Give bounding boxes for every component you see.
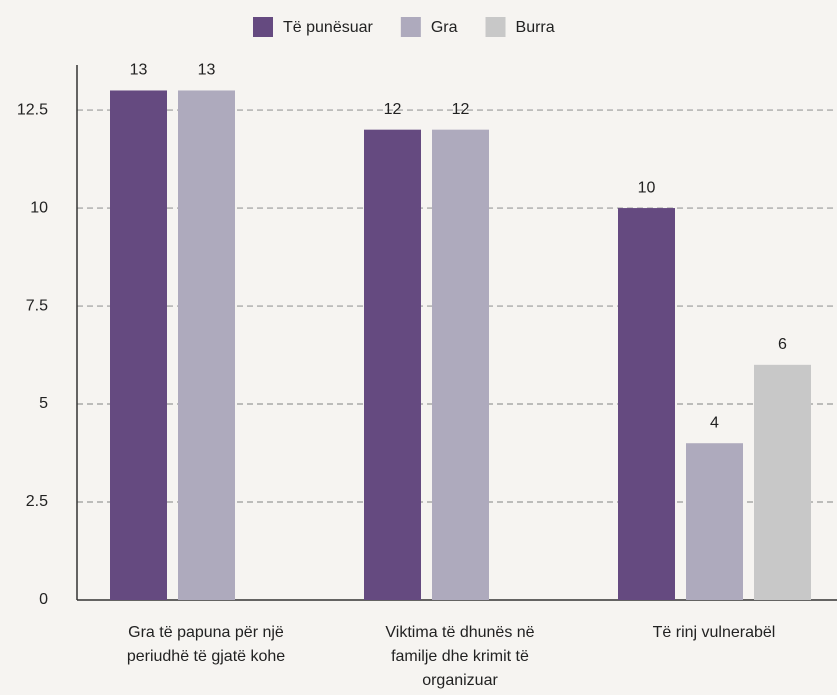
value-label: 6 xyxy=(778,336,787,353)
bar xyxy=(754,364,811,600)
value-label: 10 xyxy=(638,179,656,196)
value-label: 13 xyxy=(198,62,216,79)
y-tick-label: 2.5 xyxy=(26,493,48,510)
bar xyxy=(364,129,421,600)
y-tick-label: 5 xyxy=(39,395,48,412)
y-tick-label: 7.5 xyxy=(26,297,48,314)
y-tick-label: 0 xyxy=(39,591,48,608)
value-label: 4 xyxy=(710,414,719,431)
x-tick-label: Gra të papuna për një periudhë të gjatë k… xyxy=(127,624,285,665)
bar xyxy=(686,443,743,600)
x-tick-label: Viktima të dhunës në familje dhe krimit t… xyxy=(385,624,534,689)
legend-label: Gra xyxy=(431,19,458,36)
bar xyxy=(110,90,167,600)
value-label: 13 xyxy=(130,62,148,79)
value-label: 12 xyxy=(452,101,470,118)
legend-label: Të punësuar xyxy=(283,19,374,36)
legend-label: Burra xyxy=(516,19,555,36)
bar xyxy=(618,208,675,601)
bar xyxy=(432,129,489,600)
legend-swatch xyxy=(400,17,421,37)
y-tick-label: 12.5 xyxy=(17,101,48,118)
bar xyxy=(178,90,235,600)
value-label: 12 xyxy=(384,101,402,118)
x-tick-label: Të rinj vulnerabël xyxy=(653,624,776,641)
legend-swatch xyxy=(485,17,506,37)
y-tick-label: 10 xyxy=(30,199,48,216)
legend-swatch xyxy=(253,17,273,37)
